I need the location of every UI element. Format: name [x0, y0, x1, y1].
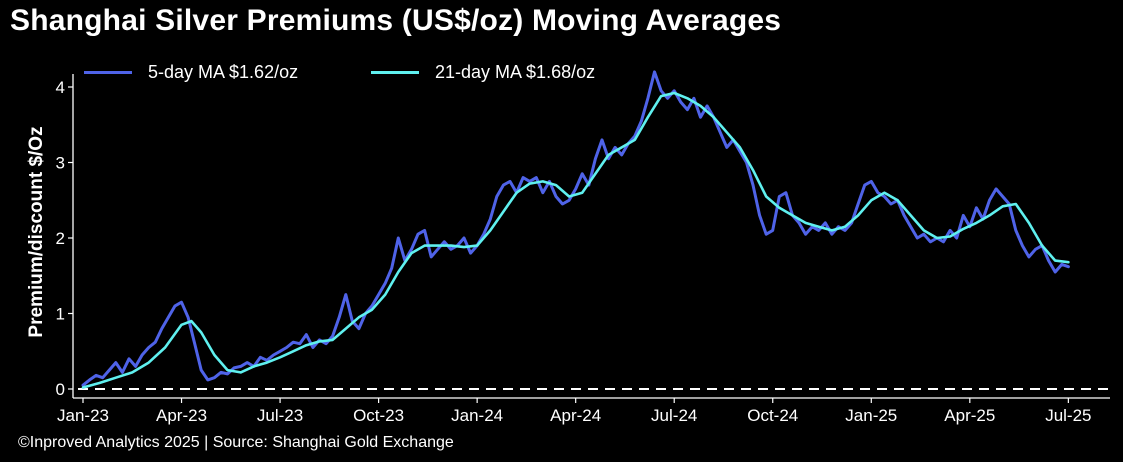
- y-tick-label: 2: [56, 229, 65, 248]
- x-tick-label: Jan-25: [845, 406, 897, 425]
- y-tick-label: 1: [56, 305, 65, 324]
- y-tick-label: 3: [56, 154, 65, 173]
- x-tick-label: Apr-23: [156, 406, 207, 425]
- legend: 5-day MA $1.62/oz 21-day MA $1.68/oz: [84, 62, 684, 88]
- x-tick-label: Apr-25: [944, 406, 995, 425]
- x-tick-label: Jul-25: [1045, 406, 1091, 425]
- x-tick-label: Jul-24: [651, 406, 697, 425]
- series-line-21day-ma: [81, 91, 1070, 389]
- series-line-5day-ma: [81, 70, 1070, 387]
- y-tick-label: 4: [56, 78, 65, 97]
- legend-item-5day: 5-day MA $1.62/oz: [84, 62, 298, 83]
- legend-swatch-21day: [371, 71, 419, 74]
- footer-source: ©Inproved Analytics 2025 | Source: Shang…: [18, 434, 454, 451]
- legend-item-21day: 21-day MA $1.68/oz: [371, 62, 595, 83]
- x-tick-label: Jul-23: [257, 406, 303, 425]
- y-tick-label: 0: [56, 380, 65, 399]
- legend-label-21day: 21-day MA $1.68/oz: [435, 62, 596, 82]
- x-tick-label: Oct-23: [353, 406, 404, 425]
- x-tick-label: Jan-24: [451, 406, 503, 425]
- chart-title: Shanghai Silver Premiums (US$/oz) Moving…: [10, 4, 782, 37]
- legend-label-5day: 5-day MA $1.62/oz: [148, 62, 299, 82]
- x-tick-label: Jan-23: [57, 406, 109, 425]
- x-tick-label: Apr-24: [550, 406, 601, 425]
- x-tick-label: Oct-24: [747, 406, 798, 425]
- legend-swatch-5day: [84, 71, 132, 74]
